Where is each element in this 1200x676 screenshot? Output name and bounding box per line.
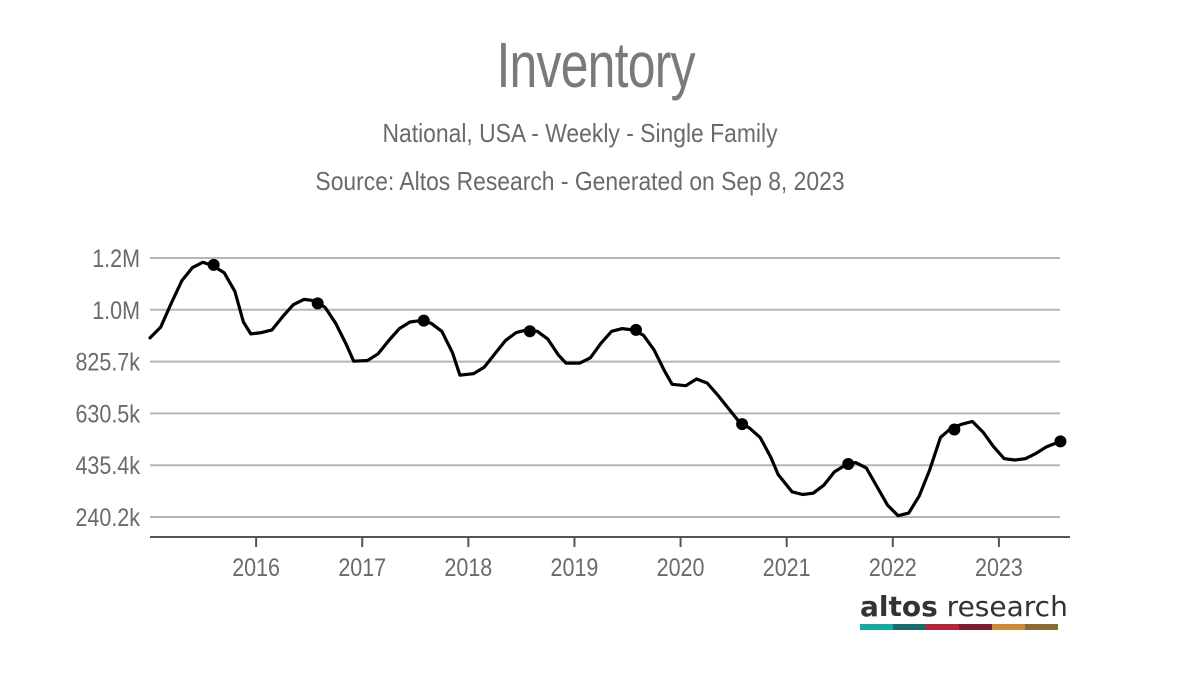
logo-bar-segment xyxy=(959,624,992,630)
series-marker xyxy=(948,423,961,436)
logo-color-bar xyxy=(860,624,1058,630)
logo-word-altos: altos xyxy=(860,590,938,623)
y-tick-label: 435.4k xyxy=(75,452,140,480)
y-tick-label: 1.2M xyxy=(92,244,140,272)
chart-title: Inventory xyxy=(496,29,695,101)
logo-bar-segment xyxy=(992,624,1025,630)
x-tick-label: 2022 xyxy=(869,553,917,581)
y-tick-label: 825.7k xyxy=(75,348,140,376)
chart-subtitle: National, USA - Weekly - Single Family xyxy=(382,118,778,148)
series-marker xyxy=(417,314,430,327)
logo-bar-segment xyxy=(1025,624,1058,630)
x-tick-label: 2018 xyxy=(444,553,492,581)
x-tick-label: 2021 xyxy=(763,553,811,581)
series-marker xyxy=(736,418,749,431)
chart-source: Source: Altos Research - Generated on Se… xyxy=(315,166,845,196)
altos-research-logo: altos research xyxy=(860,590,1068,630)
x-tick-label: 2016 xyxy=(232,553,280,581)
y-tick-label: 1.0M xyxy=(92,296,140,324)
y-tick-label: 630.5k xyxy=(75,400,140,428)
inventory-series-line xyxy=(148,260,1062,518)
x-tick-label: 2020 xyxy=(657,553,705,581)
series-marker xyxy=(1054,435,1067,448)
series-marker xyxy=(207,258,220,271)
logo-word-research: research xyxy=(937,590,1068,623)
x-tick-label: 2019 xyxy=(551,553,599,581)
series-marker xyxy=(629,323,642,336)
series-marker xyxy=(523,325,536,338)
series-marker xyxy=(311,297,324,310)
x-tick-label: 2023 xyxy=(975,553,1023,581)
x-tick-label: 2017 xyxy=(338,553,386,581)
series-marker xyxy=(842,457,855,470)
logo-bar-segment xyxy=(926,624,959,630)
logo-bar-segment xyxy=(860,624,893,630)
logo-bar-segment xyxy=(893,624,926,630)
y-tick-label: 240.2k xyxy=(75,503,140,531)
